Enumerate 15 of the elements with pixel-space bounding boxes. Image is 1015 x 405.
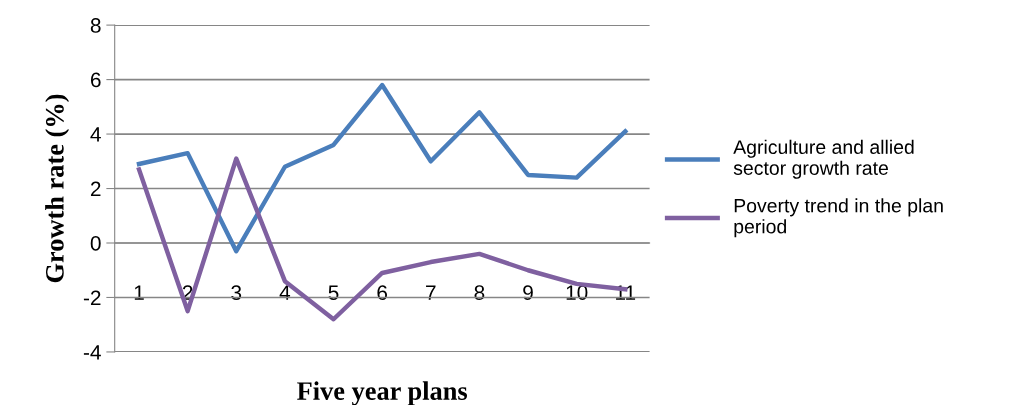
y-tick-label: 4 (90, 127, 101, 142)
y-tick-label: 2 (90, 181, 101, 197)
legend-label: Agriculture and allied sector growth rate (733, 139, 914, 179)
x-axis-title: Five year plans (297, 381, 468, 405)
x-tick-label: 1 (134, 285, 144, 300)
line-series (136, 82, 628, 254)
y-axis-title: Growth rate (%) (45, 94, 70, 283)
y-tick-label: 0 (90, 236, 101, 251)
y-tick-label: 6 (90, 72, 101, 88)
x-tick-label: 4 (279, 285, 291, 300)
x-tick-label: 7 (426, 285, 436, 300)
y-tick-label: 8 (90, 18, 101, 33)
y-tick-label: -2 (83, 290, 101, 306)
legend-label: Poverty trend in the plan period (734, 198, 943, 238)
y-tick-label: -4 (83, 345, 101, 360)
